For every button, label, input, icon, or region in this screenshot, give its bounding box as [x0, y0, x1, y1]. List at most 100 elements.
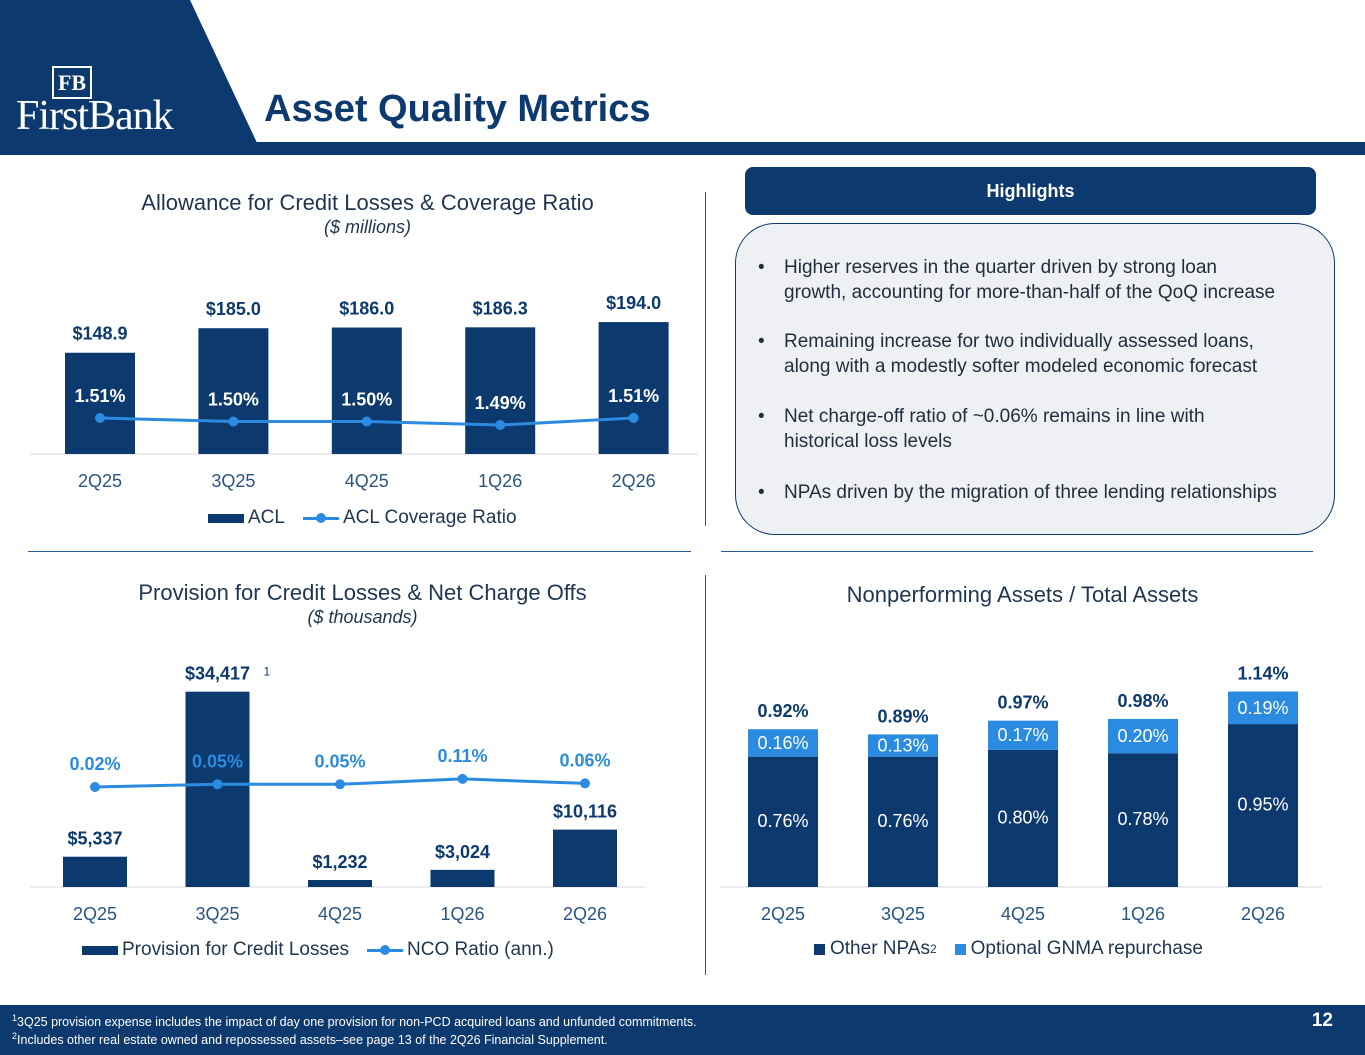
npa-tick-label: 2Q25	[761, 904, 805, 924]
nco-ratio-label: 0.05%	[314, 751, 365, 771]
npa-bar-gnma	[1228, 691, 1298, 725]
page-title: Asset Quality Metrics	[264, 88, 651, 130]
npa-legend-other-label: Other NPAs	[830, 938, 930, 959]
npa-total-label: 1.14%	[1237, 663, 1288, 683]
acl-bar	[198, 328, 269, 454]
npa-other-label: 0.76%	[877, 811, 928, 831]
provision-legend-bar-label: Provision for Credit Losses	[122, 939, 350, 960]
nco-ratio-label: 0.06%	[559, 750, 610, 770]
npa-gnma-label: 0.16%	[757, 733, 808, 753]
acl-tick-label: 2Q25	[78, 471, 122, 491]
provision-bar	[430, 869, 495, 887]
acl-bar	[65, 352, 135, 454]
horizontal-divider-left	[28, 551, 691, 552]
acl-bar-label: $186.3	[473, 298, 528, 318]
npa-other-label: 0.78%	[1117, 809, 1168, 829]
acl-coverage-point	[361, 416, 372, 427]
npa-bar-gnma	[988, 720, 1058, 750]
acl-coverage-label: 1.50%	[341, 390, 392, 410]
npa-other-label: 0.76%	[757, 811, 808, 831]
nco-ratio-point	[90, 782, 100, 792]
nco-ratio-point	[212, 779, 223, 790]
bullet-icon: •	[758, 257, 765, 278]
provision-tick-label: 1Q26	[440, 904, 484, 924]
page-number: 12	[1311, 1010, 1333, 1031]
provision-annotation: 1	[264, 665, 271, 679]
npa-tick-label: 2Q26	[1241, 904, 1285, 924]
nco-ratio-point	[580, 778, 590, 789]
npa-total-label: 0.97%	[997, 693, 1048, 713]
logo-text: FirstBank	[16, 93, 174, 139]
vertical-divider-top	[705, 192, 706, 526]
nco-ratio-label: 0.05%	[192, 751, 243, 771]
acl-tick-label: 2Q26	[612, 471, 656, 491]
npa-bar-gnma	[868, 734, 938, 757]
npa-gnma-label: 0.19%	[1237, 698, 1288, 718]
vertical-divider-bottom	[705, 575, 706, 975]
npa-other-label: 0.95%	[1237, 795, 1288, 815]
npa-bar-other	[988, 749, 1058, 887]
acl-bar-label: $185.0	[206, 299, 261, 319]
nco-ratio-point	[335, 779, 345, 790]
acl-chart-title: Allowance for Credit Losses & Coverage R…	[141, 190, 594, 215]
provision-legend-line-label: NCO Ratio (ann.)	[407, 939, 554, 960]
npa-other-label: 0.80%	[997, 807, 1048, 827]
bullet-icon: •	[758, 331, 765, 352]
npa-chart: 0.76% 0.16% 0.92% 2Q25 0.76% 0.13% 0.89% 3Q25 0.…	[720, 663, 1322, 924]
footnote-1: 13Q25 provision expense includes the imp…	[12, 1013, 697, 1030]
highlight-item-3: • Net charge-off ratio of ~0.06% remains…	[758, 406, 1205, 452]
npa-bar-other	[748, 756, 818, 887]
provision-chart-subtitle: ($ thousands)	[307, 607, 418, 627]
nco-ratio-point	[457, 773, 468, 784]
acl-tick-label: 4Q25	[345, 471, 389, 491]
npa-bar-other	[1228, 724, 1298, 887]
acl-coverage-point	[228, 416, 239, 427]
provision-bar	[63, 856, 127, 887]
acl-coverage-label: 1.50%	[208, 390, 259, 410]
npa-tick-label: 4Q25	[1001, 904, 1045, 924]
provision-chart: $5,337 2Q25 $34,417 3Q25 $1,232 4Q25 $3,024 1Q2…	[30, 664, 645, 924]
acl-coverage-label: 1.49%	[475, 393, 526, 413]
provision-chart-title: Provision for Credit Losses & Net Charge…	[138, 580, 587, 605]
provision-bar-label: $1,232	[312, 852, 367, 872]
acl-coverage-point	[628, 413, 639, 423]
provision-bar-label: $34,417	[185, 664, 250, 684]
acl-legend: ACL ACL Coverage Ratio	[208, 507, 517, 529]
header: FB FirstBank Asset Quality Metrics	[0, 0, 1365, 158]
acl-coverage-point	[495, 420, 506, 430]
acl-legend-line-label: ACL Coverage Ratio	[342, 507, 517, 528]
highlight-item-2: • Remaining increase for two individuall…	[758, 331, 1258, 377]
provision-legend: Provision for Credit Losses NCO Ratio (a…	[82, 939, 554, 961]
provision-legend-line-swatch	[367, 944, 404, 955]
acl-legend-line-swatch	[302, 512, 339, 523]
title-rule	[0, 142, 1365, 155]
npa-legend-other-sup: 2	[929, 942, 937, 956]
acl-bar-label: $148.9	[72, 324, 127, 344]
npa-gnma-label: 0.17%	[997, 725, 1048, 745]
npa-tick-label: 1Q26	[1121, 904, 1165, 924]
acl-legend-bar-swatch	[208, 513, 244, 523]
acl-bar-label: $194.0	[606, 293, 661, 313]
npa-total-label: 0.92%	[757, 701, 808, 721]
provision-bar-label: $5,337	[67, 829, 122, 849]
npa-tick-label: 3Q25	[881, 904, 925, 924]
npa-legend-gnma-label: Optional GNMA repurchase	[970, 938, 1203, 959]
provision-tick-label: 2Q25	[73, 904, 117, 924]
npa-bar-other	[868, 756, 938, 887]
acl-chart: $148.9 2Q25 $185.0 3Q25 $186.0 4Q25 $186.3 1Q26…	[30, 293, 698, 491]
logo-monogram: FB	[52, 66, 92, 99]
acl-tick-label: 3Q25	[211, 471, 255, 491]
provision-bar-label: $3,024	[435, 842, 490, 862]
acl-coverage-point	[95, 413, 105, 423]
provision-legend-bar-swatch	[82, 945, 118, 955]
npa-chart-title: Nonperforming Assets / Total Assets	[846, 582, 1199, 607]
npa-gnma-label: 0.13%	[877, 736, 928, 756]
acl-tick-label: 1Q26	[478, 471, 522, 491]
acl-legend-bar-label: ACL	[248, 507, 285, 528]
provision-bar	[185, 691, 250, 887]
npa-legend-gnma-swatch	[954, 943, 966, 955]
acl-coverage-label: 1.51%	[74, 386, 125, 406]
provision-tick-label: 2Q26	[563, 904, 607, 924]
acl-bar	[331, 327, 402, 454]
nco-ratio-label: 0.02%	[69, 754, 120, 774]
